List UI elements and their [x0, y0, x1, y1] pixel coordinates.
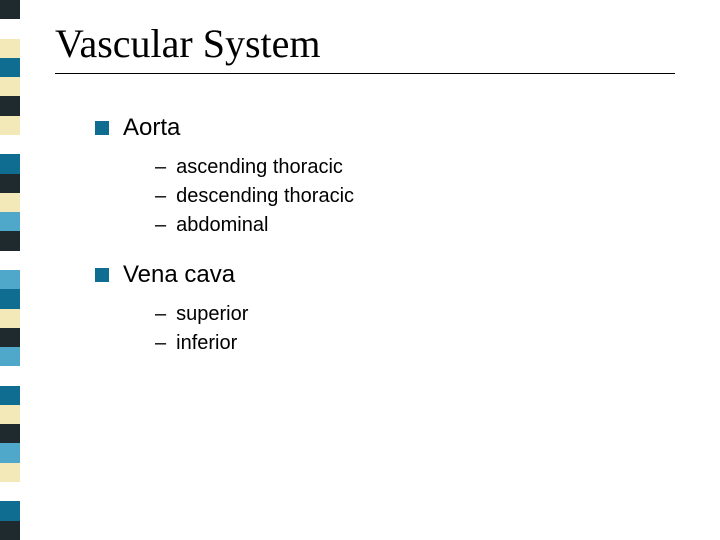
list-item-label: Vena cava	[123, 261, 235, 289]
slide-title: Vascular System	[55, 20, 695, 67]
title-underline	[55, 73, 675, 74]
list-subitem: – descending thoracic	[155, 185, 695, 208]
dash-bullet-icon: –	[155, 185, 166, 208]
list-subitem: – inferior	[155, 332, 695, 355]
list-item: Vena cava	[95, 261, 695, 289]
list-item-label: Aorta	[123, 114, 180, 142]
list-subitem-label: inferior	[176, 332, 237, 355]
square-bullet-icon	[95, 268, 109, 282]
list-subitem-label: ascending thoracic	[176, 156, 343, 179]
slide-content: Vascular System Aorta – ascending thorac…	[55, 20, 695, 361]
list-subitem: – superior	[155, 303, 695, 326]
list-item: Aorta	[95, 114, 695, 142]
dash-bullet-icon: –	[155, 303, 166, 326]
dash-bullet-icon: –	[155, 332, 166, 355]
dash-bullet-icon: –	[155, 214, 166, 237]
dash-bullet-icon: –	[155, 156, 166, 179]
decorative-left-stripe	[0, 0, 20, 540]
square-bullet-icon	[95, 121, 109, 135]
list-subitem-label: descending thoracic	[176, 185, 354, 208]
list-subitem: – abdominal	[155, 214, 695, 237]
list-subitem-label: abdominal	[176, 214, 268, 237]
list-subitem: – ascending thoracic	[155, 156, 695, 179]
list-subitem-label: superior	[176, 303, 248, 326]
